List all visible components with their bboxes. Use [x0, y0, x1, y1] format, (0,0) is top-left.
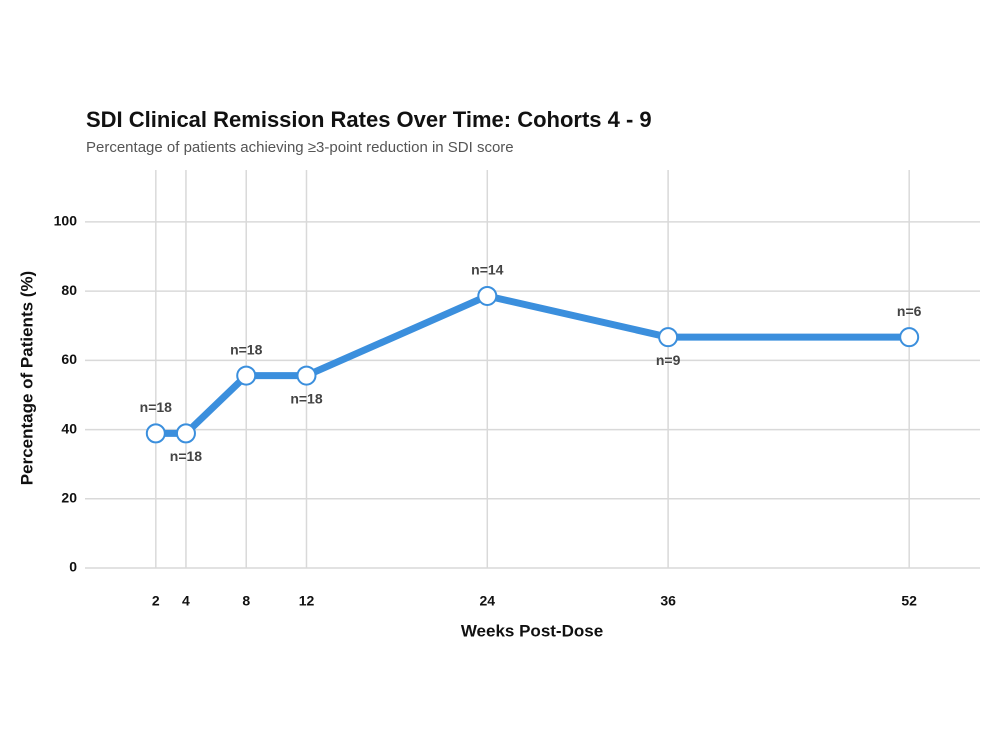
- x-tick-label: 24: [480, 593, 496, 609]
- chart-title: SDI Clinical Remission Rates Over Time: …: [86, 107, 652, 132]
- y-axis-label: Percentage of Patients (%): [17, 271, 36, 485]
- x-tick-label: 52: [901, 593, 917, 609]
- chart-subtitle: Percentage of patients achieving ≥3-poin…: [86, 139, 514, 156]
- x-tick-label: 36: [660, 593, 676, 609]
- data-point: [175, 423, 196, 444]
- y-tick-label: 60: [61, 351, 77, 367]
- point-annotation: n=14: [471, 262, 504, 278]
- x-tick-label: 2: [152, 593, 160, 609]
- y-tick-label: 0: [69, 559, 77, 575]
- data-point: [236, 365, 257, 386]
- y-tick-label: 40: [61, 420, 77, 436]
- point-annotation: n=18: [140, 399, 173, 415]
- data-point: [145, 423, 166, 444]
- data-point: [658, 327, 679, 348]
- y-tick-label: 80: [61, 282, 77, 298]
- y-tick-label: 100: [54, 213, 78, 229]
- x-tick-label: 12: [299, 593, 315, 609]
- point-annotation: n=6: [897, 303, 922, 319]
- plot: n=18 n=18 n=18 n=18 n=14 n=9 n=6: [140, 262, 922, 464]
- data-line: [155, 292, 910, 437]
- point-annotation: n=18: [230, 341, 263, 357]
- point-annotation: n=18: [170, 448, 203, 464]
- data-point: [477, 285, 498, 306]
- point-annotation: n=9: [656, 352, 681, 368]
- point-annotation: n=18: [290, 390, 323, 406]
- x-tick-label: 4: [182, 593, 190, 609]
- x-axis-label: Weeks Post-Dose: [461, 621, 603, 640]
- data-point: [899, 327, 920, 348]
- x-tick-label: 8: [242, 593, 250, 609]
- data-point: [296, 365, 317, 386]
- y-tick-label: 20: [61, 489, 77, 505]
